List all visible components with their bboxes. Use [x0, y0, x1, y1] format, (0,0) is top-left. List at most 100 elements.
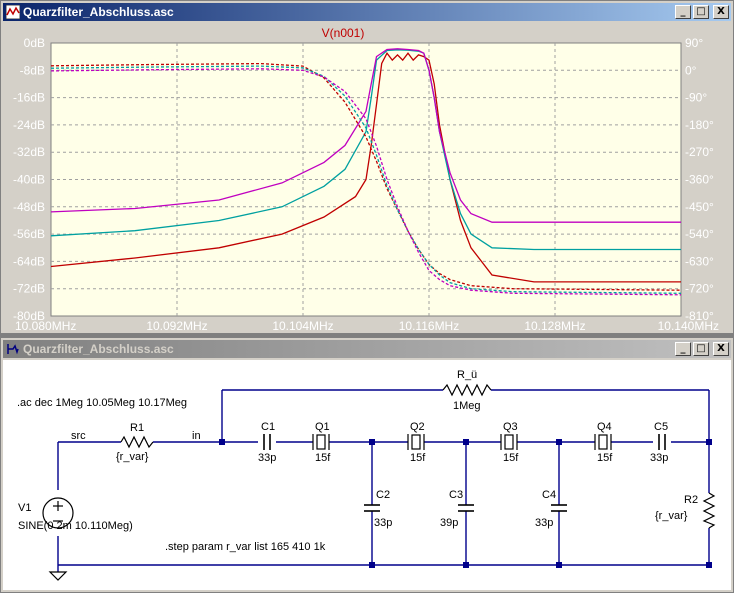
c2-value: 33p [374, 517, 392, 529]
y-tick-label: -32dB [13, 145, 45, 159]
schematic-canvas[interactable]: .ac dec 1Meg 10.05Meg 10.17Meg .step par… [3, 360, 731, 590]
r1-value: {r_var} [116, 451, 149, 463]
schematic-svg[interactable]: .ac dec 1Meg 10.05Meg 10.17Meg .step par… [3, 360, 731, 590]
plot-window-titlebar[interactable]: Quarzfilter_Abschluss.asc _ □ X [3, 3, 731, 21]
c3-name: C3 [449, 489, 463, 501]
y2-tick-label: -810° [685, 309, 714, 323]
v1-value: SINE(0 2m 10.110Meg) [18, 520, 133, 532]
y-tick-label: -56dB [13, 227, 45, 241]
c1-name: C1 [261, 421, 275, 433]
x-tick-label: 10.104MHz [272, 319, 333, 331]
magnitude-trace-1[interactable] [50, 51, 681, 283]
schematic-window-controls: _ □ X [675, 342, 729, 356]
plot-window-controls: _ □ X [675, 5, 729, 19]
y2-tick-label: -270° [685, 145, 714, 159]
y-tick-label: -16dB [13, 91, 45, 105]
q1-symbol[interactable] [312, 434, 330, 450]
net-label-in[interactable]: in [192, 430, 201, 442]
waveform-plot[interactable]: 0dB 90° -8dB 0° -16dB -90° -24dB -180° -32dB -270… [3, 23, 731, 331]
c2-symbol[interactable] [364, 504, 380, 512]
y2-tick-label: 0° [685, 63, 697, 77]
phase-trace-3[interactable] [50, 68, 682, 296]
r2-symbol[interactable] [702, 492, 716, 529]
maximize-button[interactable]: □ [693, 342, 709, 356]
magnitude-trace-2[interactable] [50, 49, 681, 251]
q4-value: 15f [597, 452, 613, 464]
q4-name: Q4 [597, 421, 612, 433]
q1-name: Q1 [315, 421, 330, 433]
x-tick-label: 10.116MHz [399, 319, 459, 331]
y-tick-label: -72dB [13, 282, 45, 296]
ground-icon[interactable] [48, 571, 68, 581]
y2-tick-label: -450° [685, 200, 714, 214]
q2-name: Q2 [410, 421, 425, 433]
q3-value: 15f [503, 452, 519, 464]
v1-name: V1 [18, 502, 31, 514]
y2-tick-label: -360° [685, 173, 714, 187]
c1-value: 33p [258, 452, 276, 464]
schematic-window-titlebar[interactable]: Quarzfilter_Abschluss.asc _ □ X [3, 340, 731, 358]
y-tick-label: -48dB [13, 200, 45, 214]
trace-layer [50, 48, 682, 296]
v1-symbol[interactable] [42, 497, 74, 529]
c5-value: 33p [650, 452, 668, 464]
waveform-icon [6, 5, 20, 19]
r-u-name: R_ü [457, 369, 477, 381]
x-tick-label: 10.080MHz [15, 319, 76, 331]
q4-symbol[interactable] [594, 434, 612, 450]
schematic-window[interactable]: Quarzfilter_Abschluss.asc _ □ X [0, 337, 734, 593]
r1-symbol[interactable] [120, 435, 154, 449]
net-label-src[interactable]: src [71, 430, 86, 442]
y2-tick-label: -630° [685, 254, 714, 268]
y-tick-label: -64dB [13, 254, 45, 268]
chart-svg[interactable]: 0dB 90° -8dB 0° -16dB -90° -24dB -180° -32dB -270… [3, 23, 731, 331]
minimize-button[interactable]: _ [675, 342, 691, 356]
c5-name: C5 [654, 421, 668, 433]
ac-directive[interactable]: .ac dec 1Meg 10.05Meg 10.17Meg [17, 397, 187, 409]
r-u-symbol[interactable] [442, 383, 492, 397]
q3-symbol[interactable] [500, 434, 518, 450]
axis-labels: 0dB 90° -8dB 0° -16dB -90° -24dB -180° -32dB -270… [13, 36, 719, 331]
y-tick-label: -24dB [13, 118, 45, 132]
q2-value: 15f [410, 452, 426, 464]
c3-value: 39p [440, 517, 458, 529]
y2-tick-label: -90° [685, 91, 707, 105]
maximize-button[interactable]: □ [693, 5, 709, 19]
x-tick-label: 10.092MHz [146, 319, 207, 331]
r2-name: R2 [684, 494, 698, 506]
r-u-value: 1Meg [453, 400, 481, 412]
y-tick-label: -80dB [13, 309, 45, 323]
y-tick-label: -8dB [20, 63, 45, 77]
wires [57, 389, 710, 572]
y-tick-label: 0dB [24, 36, 45, 50]
q1-value: 15f [315, 452, 331, 464]
trace-title[interactable]: V(n001) [322, 26, 365, 40]
magnitude-trace-3[interactable] [50, 48, 681, 223]
y2-tick-label: -720° [685, 282, 714, 296]
x-tick-label: 10.128MHz [524, 319, 585, 331]
c5-symbol[interactable] [658, 434, 666, 450]
plot-window[interactable]: Quarzfilter_Abschluss.asc _ □ X 0dB 90° -8… [0, 0, 734, 334]
r2-value: {r_var} [655, 510, 688, 522]
c1-symbol[interactable] [263, 434, 271, 450]
close-button[interactable]: X [713, 5, 729, 19]
q2-symbol[interactable] [407, 434, 425, 450]
schematic-window-title: Quarzfilter_Abschluss.asc [23, 342, 174, 356]
y2-tick-label: 90° [685, 36, 703, 50]
c4-name: C4 [542, 489, 556, 501]
c2-name: C2 [376, 489, 390, 501]
plot-window-title: Quarzfilter_Abschluss.asc [23, 5, 174, 19]
y-tick-label: -40dB [13, 173, 45, 187]
y2-tick-label: -540° [685, 227, 714, 241]
c4-value: 33p [535, 517, 553, 529]
phase-trace-2[interactable] [50, 65, 682, 294]
x-tick-label: 10.140MHz [658, 319, 719, 331]
r1-name: R1 [130, 422, 144, 434]
step-directive[interactable]: .step param r_var list 165 410 1k [165, 541, 326, 553]
c4-symbol[interactable] [551, 504, 567, 512]
close-button[interactable]: X [713, 342, 729, 356]
minimize-button[interactable]: _ [675, 5, 691, 19]
c3-symbol[interactable] [458, 504, 474, 512]
y2-tick-label: -180° [685, 118, 714, 132]
q3-name: Q3 [503, 421, 518, 433]
